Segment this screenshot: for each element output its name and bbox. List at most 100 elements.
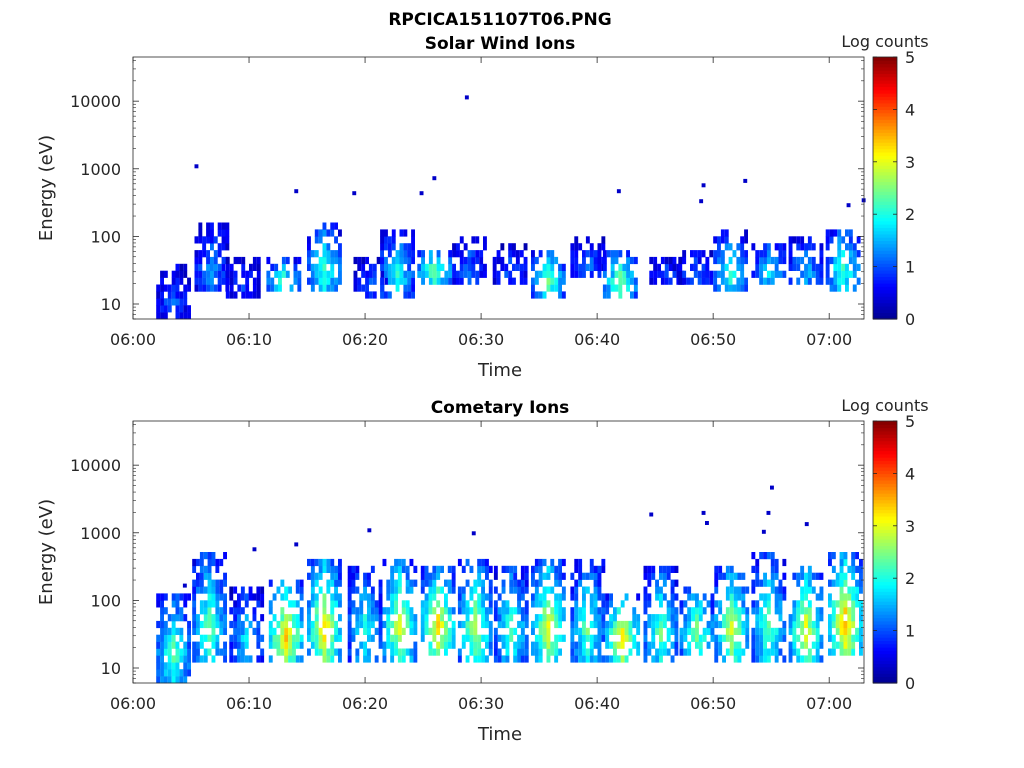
- heatmap-cell: [229, 655, 234, 663]
- heatmap-cell: [318, 256, 323, 265]
- heatmap-cell: [266, 256, 271, 265]
- colorbar-segment: [873, 135, 897, 140]
- heatmap-cell: [632, 614, 637, 622]
- heatmap-cell: [698, 614, 703, 622]
- heatmap-cell: [610, 284, 615, 292]
- heatmap-cell: [582, 256, 586, 265]
- colorbar-segment: [873, 286, 897, 291]
- heatmap-cell: [199, 655, 204, 663]
- heatmap-cell: [601, 627, 606, 635]
- heatmap-cell: [693, 250, 698, 258]
- heatmap-cell: [217, 284, 222, 292]
- heatmap-cell: [538, 641, 543, 649]
- heatmap-cell: [424, 620, 429, 629]
- heatmap-cell: [524, 634, 529, 642]
- heatmap-cell: [833, 284, 838, 292]
- heatmap-cell: [473, 641, 478, 649]
- heatmap-cell: [624, 620, 629, 629]
- heatmap-cell: [444, 593, 448, 601]
- heatmap-cell: [843, 641, 848, 649]
- heatmap-cell: [299, 579, 304, 587]
- heatmap-cell: [609, 627, 613, 635]
- heatmap-cell: [378, 593, 383, 601]
- colorbar-segment: [873, 63, 897, 68]
- heatmap-cell: [718, 565, 723, 573]
- heatmap-cell: [351, 579, 356, 587]
- heatmap-cell: [436, 586, 441, 594]
- heatmap-cell: [374, 607, 379, 615]
- heatmap-cell: [436, 565, 441, 573]
- heatmap-cell: [550, 648, 555, 656]
- heatmap-cell: [405, 648, 410, 656]
- heatmap-cell: [160, 305, 164, 313]
- heatmap-cell: [504, 263, 509, 271]
- heatmap-cell: [831, 607, 836, 615]
- heatmap-cell: [647, 579, 652, 587]
- heatmap-cell: [788, 641, 793, 649]
- heatmap-cell: [183, 270, 188, 278]
- heatmap-cell: [492, 263, 497, 271]
- heatmap-cell: [440, 607, 444, 615]
- heatmap-cell: [538, 655, 543, 663]
- heatmap-cell: [597, 655, 602, 663]
- heatmap-cell: [196, 586, 200, 594]
- heatmap-cell: [574, 263, 579, 271]
- heatmap-cell: [534, 270, 539, 278]
- heatmap-cell: [183, 593, 188, 601]
- heatmap-cell: [664, 256, 669, 265]
- heatmap-cell: [508, 277, 513, 285]
- heatmap-cell: [851, 600, 856, 608]
- heatmap-cell: [782, 655, 787, 663]
- heatmap-cell: [403, 229, 408, 237]
- heatmap-cell: [363, 641, 367, 649]
- heatmap-cell: [578, 614, 583, 622]
- heatmap-cell: [655, 627, 659, 635]
- heatmap-cell: [578, 243, 583, 251]
- heatmap-cell: [729, 607, 734, 615]
- colorbar-segment: [873, 191, 897, 196]
- heatmap-cell: [800, 607, 805, 615]
- heatmap-cell: [413, 614, 418, 622]
- heatmap-cell: [497, 614, 502, 622]
- heatmap-cell: [270, 277, 275, 285]
- heatmap-cell: [399, 250, 404, 258]
- heatmap-cell: [725, 572, 730, 580]
- heatmap-cell: [175, 662, 180, 670]
- heatmap-cell: [284, 614, 289, 622]
- heatmap-cell: [513, 572, 518, 580]
- heatmap-cell: [399, 243, 404, 251]
- heatmap-cell: [407, 256, 412, 265]
- heatmap-cell: [662, 579, 667, 587]
- heatmap-cell: [187, 634, 191, 642]
- colorbar-segment: [873, 132, 897, 137]
- heatmap-cell: [859, 620, 863, 629]
- heatmap-cell: [292, 620, 296, 629]
- heatmap-cell: [695, 600, 699, 608]
- heatmap-cell: [546, 586, 551, 594]
- heatmap-cell: [413, 648, 418, 656]
- heatmap-cell: [851, 641, 856, 649]
- heatmap-cell: [766, 510, 771, 515]
- heatmap-cell: [229, 263, 234, 271]
- heatmap-cell: [574, 250, 579, 258]
- heatmap-cell: [192, 565, 197, 573]
- heatmap-cell: [256, 586, 261, 594]
- heatmap-cell: [451, 641, 456, 649]
- heatmap-cell: [241, 263, 246, 271]
- heatmap-cell: [751, 634, 756, 642]
- heatmap-cell: [223, 620, 227, 629]
- heatmap-cell: [481, 607, 485, 615]
- heatmap-cell: [647, 565, 652, 573]
- heatmap-cell: [839, 593, 844, 601]
- heatmap-cell: [440, 641, 444, 649]
- heatmap-cell: [855, 627, 859, 635]
- heatmap-cell: [770, 579, 775, 587]
- heatmap-cell: [561, 270, 566, 278]
- heatmap-cell: [713, 236, 718, 244]
- heatmap-cell: [589, 263, 594, 271]
- heatmap-cell: [662, 614, 667, 622]
- heatmap-cell: [523, 277, 528, 285]
- heatmap-cell: [763, 614, 767, 622]
- heatmap-cell: [295, 586, 300, 594]
- heatmap-cell: [160, 270, 164, 278]
